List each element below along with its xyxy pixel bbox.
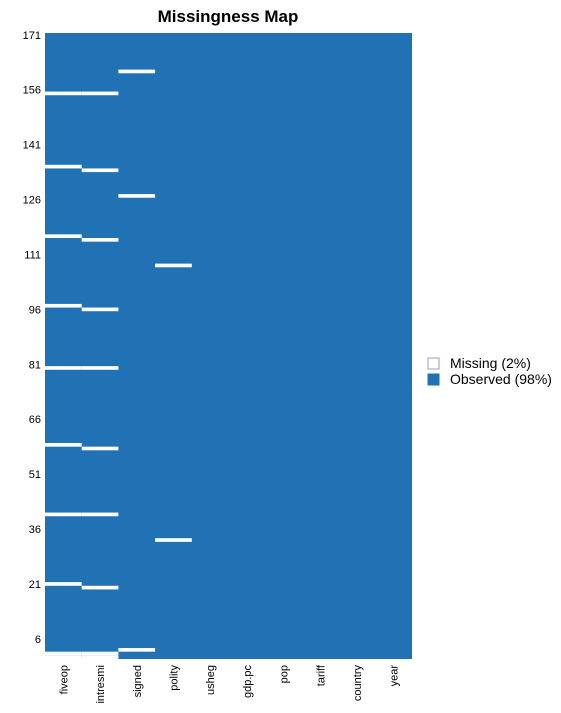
missing-cell	[45, 443, 82, 447]
x-tick-label: year	[389, 665, 401, 687]
y-tick-label: 171	[23, 30, 41, 42]
y-tick-label: 96	[29, 304, 41, 316]
y-tick-label: 156	[23, 85, 41, 97]
x-tick-label: intresmi	[95, 665, 107, 704]
missing-cell	[45, 91, 82, 96]
x-axis-ticks: fiveop intresmi signed polity usheg gdp.pc pop…	[58, 664, 400, 703]
missing-cell	[81, 585, 119, 590]
missing-cells	[45, 69, 192, 659]
missing-cell	[81, 168, 119, 173]
y-tick-label: 66	[29, 414, 41, 426]
plot-area	[45, 33, 412, 659]
x-tick-label: tariff	[315, 664, 327, 686]
missing-cell	[81, 307, 119, 312]
x-tick-label: pop	[279, 665, 291, 683]
x-tick-label: usheg	[205, 665, 217, 695]
legend-swatch	[427, 357, 440, 370]
missing-cell	[45, 512, 82, 517]
missing-cell	[118, 69, 156, 74]
y-tick-label: 36	[29, 524, 41, 536]
missing-cell	[45, 651, 82, 656]
missing-cell	[45, 655, 82, 659]
chart-title: Missingness Map	[158, 7, 299, 26]
missing-cell	[45, 164, 82, 169]
missing-cell	[155, 538, 192, 542]
x-tick-label: gdp.pc	[242, 665, 254, 699]
y-tick-label: 51	[29, 469, 41, 481]
y-axis-ticks: 6 21 36 51 66 81 96 111 126 141 156 171	[23, 30, 41, 646]
y-tick-label: 126	[23, 195, 41, 207]
missing-cell	[81, 91, 119, 96]
legend: Missing (2%)Observed (98%)	[427, 355, 552, 387]
x-tick-label: country	[352, 665, 364, 702]
observed-area	[45, 33, 412, 659]
legend-swatch	[427, 373, 440, 386]
x-tick-label: signed	[132, 665, 144, 697]
missing-cell	[81, 512, 119, 517]
x-tick-label: polity	[168, 665, 180, 691]
y-tick-label: 141	[23, 140, 41, 152]
missing-cell	[45, 582, 82, 586]
y-tick-label: 111	[24, 249, 41, 261]
y-tick-label: 21	[29, 579, 41, 591]
legend-label: Missing (2%)	[450, 355, 531, 371]
y-tick-label: 81	[29, 359, 41, 371]
missing-cell	[118, 194, 156, 198]
missing-cell	[118, 648, 156, 652]
missing-cell	[81, 366, 119, 370]
missing-cell	[81, 655, 119, 659]
missing-cell	[81, 446, 119, 451]
legend-label: Observed (98%)	[450, 371, 552, 387]
missing-cell	[81, 238, 119, 242]
x-tick-label: fiveop	[58, 665, 70, 694]
y-tick-label: 6	[35, 634, 41, 646]
missing-cell	[45, 366, 82, 370]
missing-cell	[45, 234, 82, 239]
missing-cell	[155, 263, 192, 268]
missing-cell	[81, 651, 119, 656]
missing-cell	[45, 303, 82, 308]
